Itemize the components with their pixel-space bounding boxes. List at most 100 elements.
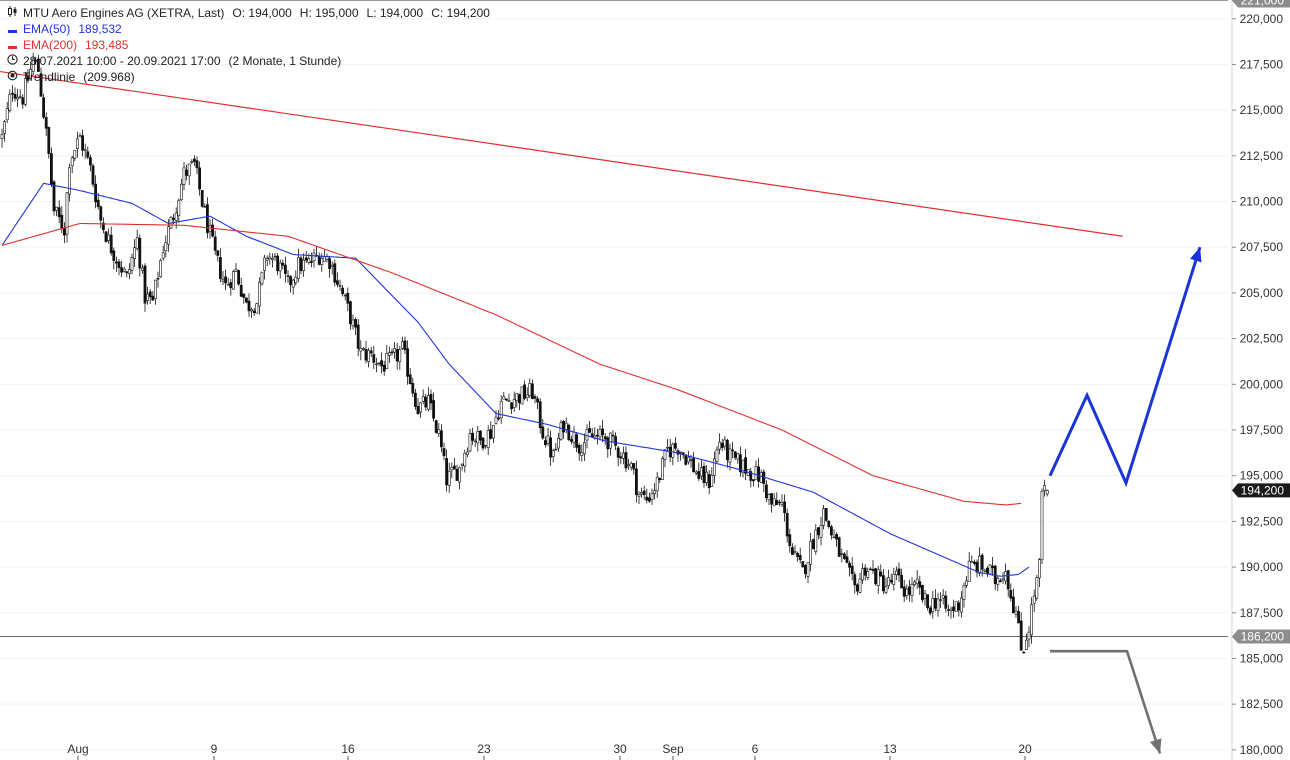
candle — [1027, 626, 1031, 648]
y-tick-label: 205,000 — [1240, 286, 1284, 300]
candle — [18, 89, 22, 100]
candle — [944, 590, 948, 613]
candle-body — [445, 458, 449, 486]
candle — [481, 437, 485, 451]
candle — [229, 278, 233, 296]
candle-body — [49, 153, 53, 185]
candle — [257, 277, 261, 315]
candle — [11, 85, 14, 102]
candle — [486, 425, 490, 455]
candle-body — [442, 448, 446, 457]
candle — [416, 397, 420, 415]
candle-body — [317, 255, 321, 265]
candle — [190, 159, 194, 165]
candle-body — [598, 429, 602, 438]
candle-body — [177, 200, 181, 216]
candle-body — [406, 348, 410, 377]
candle-body — [68, 167, 72, 195]
candle — [16, 88, 20, 107]
candle-body — [900, 574, 904, 589]
candle — [510, 402, 514, 414]
candle — [1045, 489, 1049, 497]
candle — [47, 126, 51, 159]
candle-body — [34, 60, 38, 62]
candle — [224, 269, 228, 291]
candle — [128, 263, 131, 280]
candle — [723, 436, 727, 451]
candle-body — [148, 291, 152, 298]
candle — [26, 69, 30, 84]
candle — [962, 582, 966, 608]
ema200-value: 193,485 — [85, 38, 129, 52]
candle-body — [954, 601, 958, 612]
candle — [122, 266, 126, 273]
candle-body — [135, 237, 139, 249]
candle-body — [263, 257, 267, 271]
candle-body — [211, 224, 215, 237]
candle — [317, 252, 321, 266]
candle-body — [429, 394, 433, 404]
candle-body — [234, 268, 238, 272]
candle-body — [62, 228, 66, 236]
candle — [694, 469, 698, 476]
y-tick-label: 185,000 — [1240, 651, 1284, 665]
candle — [343, 293, 347, 301]
candle — [936, 592, 940, 617]
candle — [102, 217, 105, 234]
candle — [411, 377, 415, 397]
candle — [465, 447, 469, 458]
projection-bearish-line — [1050, 649, 1162, 754]
candle-body — [809, 540, 813, 565]
candle — [3, 120, 7, 142]
candle-body — [354, 319, 358, 328]
candle-body — [962, 585, 966, 600]
candle-body — [200, 190, 204, 207]
candle-body — [193, 158, 196, 162]
candle-body — [653, 490, 657, 494]
trendline-line — [0, 70, 1123, 237]
y-tick-label: 180,000 — [1240, 743, 1284, 757]
x-tick-label: 9 — [211, 742, 218, 756]
candle-body — [790, 547, 794, 555]
candle — [897, 562, 901, 582]
legend-title: MTU Aero Engines AG (XETRA, Last) — [23, 6, 225, 20]
candle — [866, 567, 870, 581]
candle — [868, 567, 872, 571]
candle-body — [959, 597, 963, 613]
candle-body — [0, 134, 4, 139]
candle — [437, 423, 441, 437]
legend-row-range: 28.07.2021 10:00 - 20.09.2021 17:00 (2 M… — [6, 53, 490, 69]
legend-low: L: 194,000 — [366, 6, 424, 20]
candle — [798, 547, 802, 564]
candle — [130, 253, 134, 275]
candle — [325, 253, 329, 263]
candle — [252, 307, 256, 317]
candle — [720, 438, 724, 452]
candle-body — [991, 565, 995, 569]
candle — [658, 477, 662, 483]
candle-body — [720, 442, 724, 449]
legend-high: H: 195,000 — [299, 6, 359, 20]
candle — [125, 270, 129, 278]
candle-body — [206, 204, 209, 234]
candle-body — [905, 588, 909, 596]
candle — [504, 398, 508, 402]
candle-body — [543, 440, 547, 446]
candle-body — [16, 96, 20, 100]
candle-body — [486, 430, 490, 448]
candle-body — [819, 525, 823, 538]
candle — [442, 442, 446, 461]
candle — [512, 391, 516, 412]
candle — [718, 433, 722, 455]
candle — [793, 545, 797, 555]
candle — [351, 314, 355, 330]
horizontal-lines — [0, 0, 1228, 637]
candle-body — [117, 261, 121, 269]
candle-body — [1014, 610, 1018, 615]
candle-body — [814, 529, 818, 552]
candle — [647, 492, 651, 504]
candle-body — [1017, 611, 1021, 624]
candle-body — [757, 466, 761, 482]
candle — [790, 543, 794, 555]
candle — [788, 528, 792, 553]
